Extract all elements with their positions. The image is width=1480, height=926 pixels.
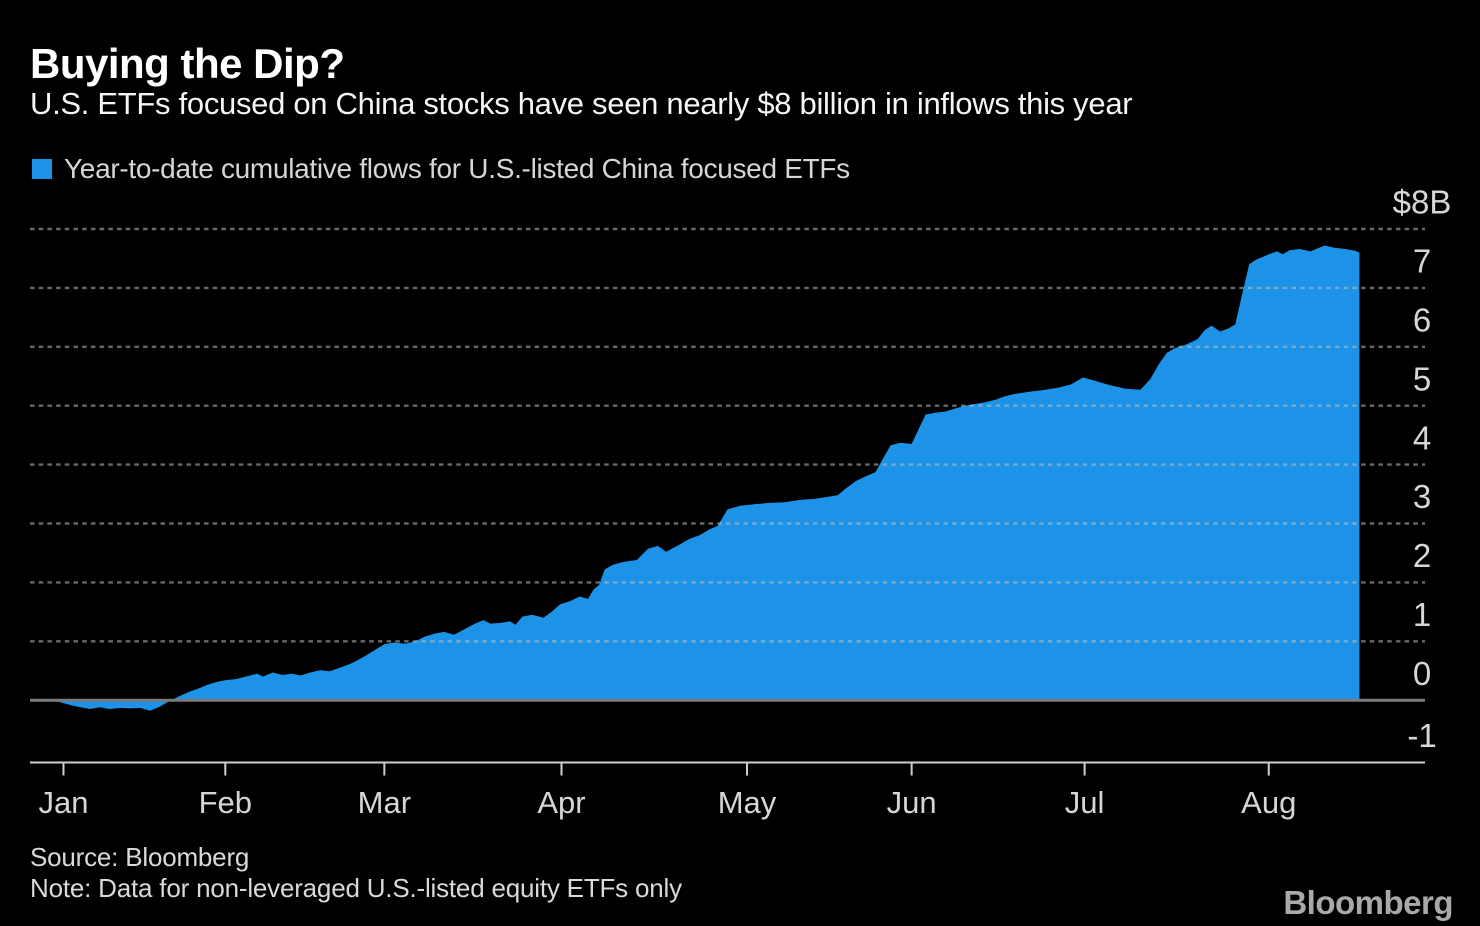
y-label-0: 0 xyxy=(1413,655,1431,692)
source-line: Source: Bloomberg xyxy=(30,842,250,872)
x-label-aug: Aug xyxy=(1241,785,1296,820)
x-label-jul: Jul xyxy=(1065,785,1105,820)
legend: Year-to-date cumulative flows for U.S.-l… xyxy=(32,153,850,185)
legend-swatch-icon xyxy=(32,159,52,179)
cumulative-flows-area xyxy=(30,245,1360,711)
x-label-mar: Mar xyxy=(358,785,411,820)
y-label-3: 3 xyxy=(1413,478,1431,515)
x-label-apr: Apr xyxy=(537,785,585,820)
y-label-5: 5 xyxy=(1413,360,1431,397)
chart-title: Buying the Dip? xyxy=(30,40,345,87)
x-label-jan: Jan xyxy=(38,785,88,820)
y-label-neg1: -1 xyxy=(1407,717,1436,754)
y-label-6: 6 xyxy=(1413,302,1431,339)
source-note: Source: Bloomberg Note: Data for non-lev… xyxy=(30,842,682,904)
legend-label: Year-to-date cumulative flows for U.S.-l… xyxy=(64,153,850,184)
y-label-4: 4 xyxy=(1413,419,1431,456)
chart-subtitle: U.S. ETFs focused on China stocks have s… xyxy=(30,86,1133,121)
x-label-may: May xyxy=(718,785,777,820)
note-line: Note: Data for non-leveraged U.S.-listed… xyxy=(30,873,682,903)
y-label-8: $8B xyxy=(1393,184,1452,221)
x-label-feb: Feb xyxy=(199,785,252,820)
x-label-jun: Jun xyxy=(887,785,937,820)
y-label-2: 2 xyxy=(1413,537,1431,574)
y-label-7: 7 xyxy=(1413,243,1431,280)
y-label-1: 1 xyxy=(1413,596,1431,633)
bloomberg-logo: Bloomberg xyxy=(1283,884,1453,921)
